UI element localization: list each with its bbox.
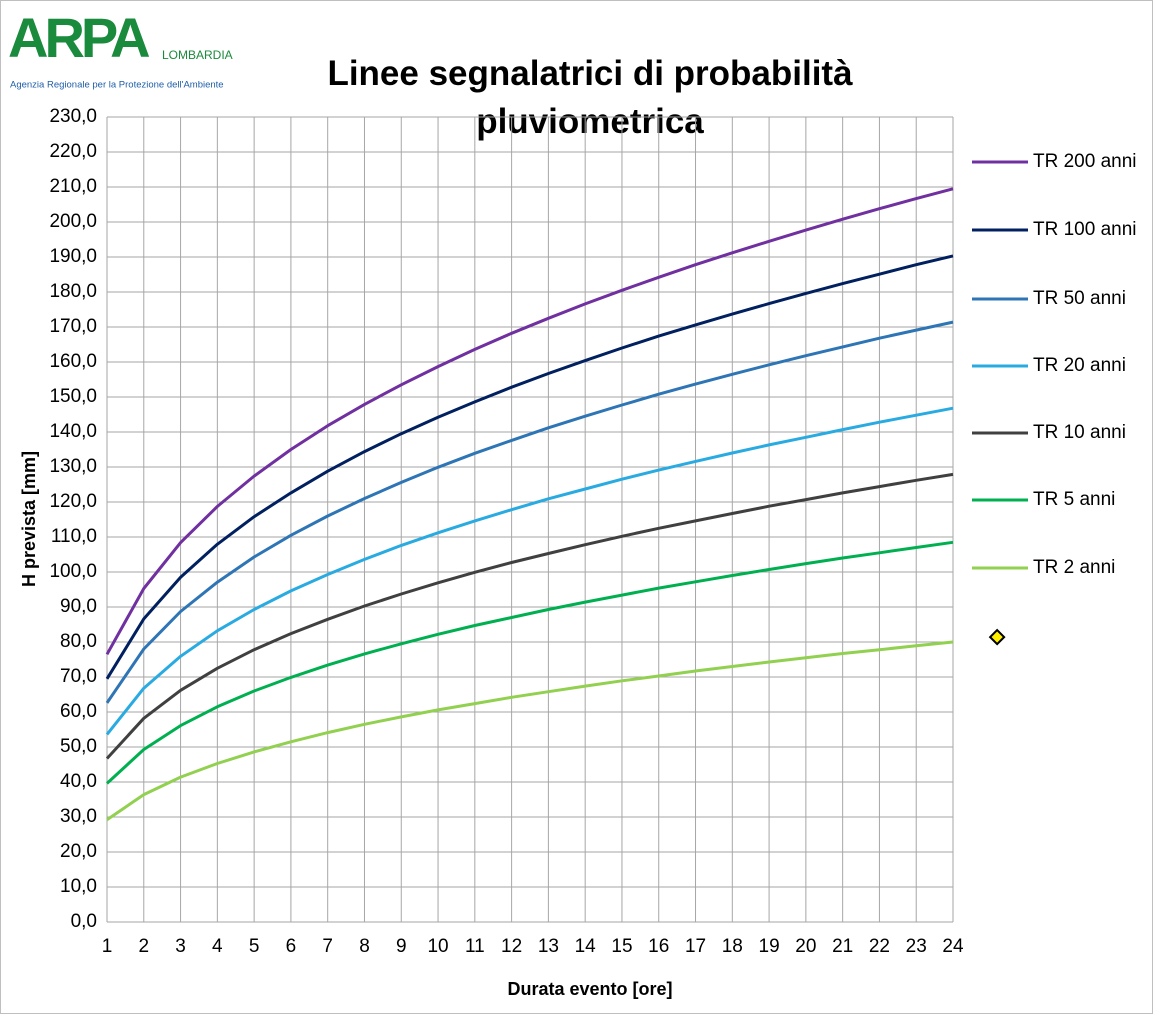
x-tick-label: 24 bbox=[942, 936, 964, 957]
y-tick-label: 60,0 bbox=[60, 701, 97, 722]
x-tick-label: 9 bbox=[396, 936, 407, 957]
legend-label: TR 50 anni bbox=[1033, 288, 1126, 309]
x-tick-label: 6 bbox=[286, 936, 297, 957]
x-tick-label: 16 bbox=[648, 936, 669, 957]
point-marker bbox=[988, 628, 1006, 646]
x-tick-label: 13 bbox=[538, 936, 559, 957]
y-axis-label: H prevista [mm] bbox=[19, 451, 39, 587]
legend-label: TR 10 anni bbox=[1033, 422, 1126, 443]
x-tick-label: 11 bbox=[465, 936, 485, 957]
legend-label: TR 2 anni bbox=[1033, 557, 1115, 578]
x-tick-label: 18 bbox=[722, 936, 743, 957]
y-tick-label: 160,0 bbox=[49, 351, 97, 372]
x-tick-label: 7 bbox=[322, 936, 333, 957]
logo: ARPA LOMBARDIA Agenzia Regionale per la … bbox=[8, 6, 233, 91]
x-tick-label: 22 bbox=[869, 936, 890, 957]
x-tick-label: 10 bbox=[427, 936, 448, 957]
logo-mark: ARPA bbox=[8, 6, 149, 69]
x-tick-label: 4 bbox=[212, 936, 223, 957]
x-tick-label: 21 bbox=[832, 936, 853, 957]
series-line bbox=[105, 472, 954, 760]
y-tick-label: 0,0 bbox=[71, 911, 97, 932]
y-tick-label: 200,0 bbox=[49, 211, 97, 232]
x-tick-label: 12 bbox=[501, 936, 522, 957]
x-tick-label: 8 bbox=[359, 936, 370, 957]
x-tick-label: 2 bbox=[138, 936, 149, 957]
x-tick-label: 20 bbox=[795, 936, 816, 957]
y-tick-label: 140,0 bbox=[49, 421, 97, 442]
y-tick-label: 120,0 bbox=[49, 491, 97, 512]
series-line bbox=[105, 254, 954, 680]
y-tick-label: 180,0 bbox=[49, 281, 97, 302]
x-tick-label: 17 bbox=[685, 936, 706, 957]
y-tick-label: 220,0 bbox=[49, 141, 97, 162]
x-tick-label: 14 bbox=[575, 936, 597, 957]
series-line bbox=[105, 540, 954, 785]
y-tick-label: 50,0 bbox=[60, 736, 97, 757]
y-tick-label: 90,0 bbox=[60, 596, 97, 617]
y-tick-label: 70,0 bbox=[60, 666, 97, 687]
y-tick-label: 130,0 bbox=[49, 456, 97, 477]
logo-region: LOMBARDIA bbox=[162, 48, 233, 62]
y-tick-label: 20,0 bbox=[60, 841, 97, 862]
legend-label: TR 20 anni bbox=[1033, 355, 1126, 376]
legend-label: TR 5 anni bbox=[1033, 489, 1115, 510]
y-tick-label: 210,0 bbox=[49, 176, 97, 197]
y-tick-label: 100,0 bbox=[49, 561, 97, 582]
x-tick-label: 19 bbox=[759, 936, 780, 957]
y-tick-label: 30,0 bbox=[60, 806, 97, 827]
x-axis-label: Durata evento [ore] bbox=[507, 979, 672, 999]
logo-agency: Agenzia Regionale per la Protezione dell… bbox=[10, 80, 224, 91]
x-tick-label: 3 bbox=[175, 936, 186, 957]
y-tick-label: 170,0 bbox=[49, 316, 97, 337]
series-line bbox=[105, 406, 954, 736]
x-tick-label: 5 bbox=[249, 936, 260, 957]
legend-label: TR 200 anni bbox=[1033, 151, 1137, 172]
y-tick-label: 150,0 bbox=[49, 386, 97, 407]
chart-title: Linee segnalatrici di probabilità pluviom… bbox=[327, 54, 853, 141]
x-tick-label: 15 bbox=[611, 936, 632, 957]
y-tick-label: 230,0 bbox=[49, 106, 97, 127]
x-tick-label: 1 bbox=[102, 936, 113, 957]
grid bbox=[106, 116, 954, 923]
y-tick-label: 80,0 bbox=[60, 631, 97, 652]
y-tick-label: 110,0 bbox=[51, 526, 97, 547]
series-line bbox=[106, 640, 954, 822]
y-tick-label: 190,0 bbox=[49, 246, 97, 267]
series-line bbox=[105, 187, 954, 656]
y-tick-label: 40,0 bbox=[60, 771, 97, 792]
x-tick-label: 23 bbox=[906, 936, 927, 957]
series-line bbox=[105, 320, 954, 704]
y-tick-label: 10,0 bbox=[60, 876, 97, 897]
legend-label: TR 100 anni bbox=[1033, 219, 1137, 240]
